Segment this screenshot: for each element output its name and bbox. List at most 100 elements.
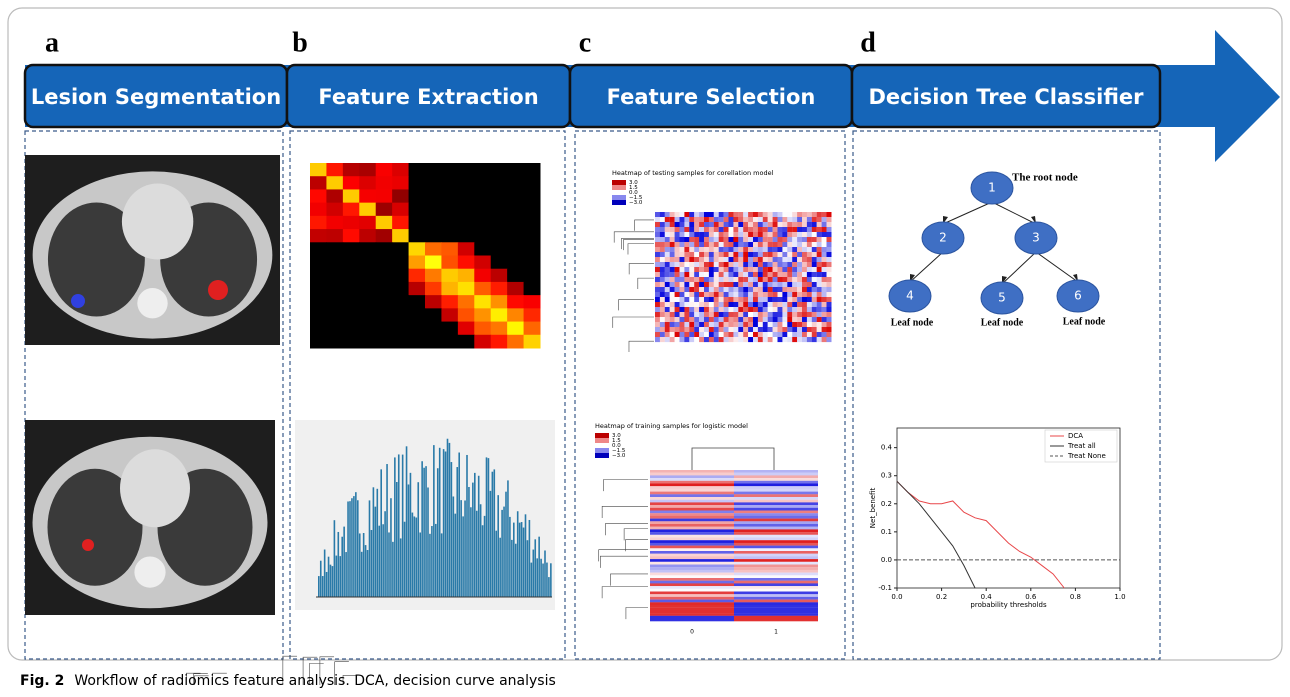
heatmap-image-cell (734, 540, 818, 543)
heatmap-image-cell (376, 229, 393, 243)
heatmap-image-cell (782, 222, 787, 227)
heatmap-image-cell (827, 302, 832, 307)
histogram-image-bar (382, 524, 384, 597)
heatmap-image-cell (655, 297, 660, 302)
heatmap-image-cell (738, 337, 743, 342)
heatmap-image-cell (719, 257, 724, 262)
heatmap-image-cell (733, 227, 738, 232)
heatmap-image-cell (773, 322, 778, 327)
dendrogram-image (604, 480, 648, 492)
heatmap-image-cell (778, 262, 783, 267)
heatmap-image-cell (778, 277, 783, 282)
histogram-image-bar (339, 556, 341, 597)
heatmap-image-cell (680, 262, 685, 267)
panel-letter: c (579, 27, 591, 58)
heatmap-image-cell (822, 217, 827, 222)
heatmap-image-cell (474, 189, 491, 203)
heatmap-image-cell (807, 227, 812, 232)
heatmap-image-cell (680, 222, 685, 227)
heatmap-image-cell (827, 272, 832, 277)
heatmap-image-cell (733, 242, 738, 247)
heatmap-image-cell (326, 163, 343, 177)
heatmap-image-cell (343, 203, 360, 217)
heatmap-image-cell (792, 322, 797, 327)
heatmap-image-cell (670, 237, 675, 242)
heatmap-image-cell (670, 257, 675, 262)
heatmap-image-cell (768, 302, 773, 307)
heatmap-image-cell (310, 256, 327, 270)
heatmap-image-cell (753, 297, 758, 302)
heatmap-image-cell (684, 222, 689, 227)
heatmap-image-cell (763, 317, 768, 322)
heatmap-image-cell (719, 212, 724, 217)
heatmap-image-cell (507, 242, 524, 256)
heatmap-image-cell (507, 203, 524, 217)
heatmap-image-cell (734, 543, 818, 546)
legend-label: Treat all (1067, 442, 1096, 450)
heatmap-image-cell (734, 605, 818, 608)
heatmap-image-cell (524, 308, 541, 322)
heatmap-image-cell (748, 212, 753, 217)
heatmap-image-cell (807, 272, 812, 277)
heatmap-image-cell (670, 277, 675, 282)
heatmap-image-cell (743, 222, 748, 227)
heatmap-image-cell (650, 548, 734, 551)
heatmap-image-cell (507, 216, 524, 230)
heatmap-image-cell (738, 217, 743, 222)
heatmap-image-cell (694, 292, 699, 297)
heatmap-image-cell (694, 297, 699, 302)
heatmap-image-cell (326, 176, 343, 190)
heatmap-image-cell (719, 232, 724, 237)
heatmap-image-cell (680, 292, 685, 297)
heatmap-image-cell (827, 267, 832, 272)
dendrogram-image (626, 608, 648, 620)
heatmap-image-cell (807, 292, 812, 297)
heatmap-image-cell (670, 267, 675, 272)
heatmap-image-cell (734, 475, 818, 478)
heatmap-image-cell (729, 222, 734, 227)
histogram-image-bar (410, 473, 412, 597)
heatmap-image-cell (748, 232, 753, 237)
heatmap-image-cell (660, 222, 665, 227)
heatmap-image-cell (733, 222, 738, 227)
heatmap-image-cell (743, 277, 748, 282)
heatmap-image-cell (743, 212, 748, 217)
caption-text: Workflow of radiomics feature analysis. … (74, 673, 555, 689)
histogram-image-bar (427, 487, 429, 597)
heatmap-image-cell (491, 335, 508, 349)
heatmap-image-cell (660, 257, 665, 262)
histogram-image-bar (488, 458, 490, 597)
heatmap-image-cell (709, 277, 714, 282)
heatmap-image-cell (660, 267, 665, 272)
heatmap-image-cell (458, 229, 475, 243)
tree-edge (943, 202, 992, 224)
heatmap-image-cell (665, 212, 670, 217)
heatmap-image-cell (782, 257, 787, 262)
heatmap-image-cell (670, 247, 675, 252)
x-tick-label: 0.0 (891, 593, 902, 601)
heatmap-image-cell (748, 307, 753, 312)
heatmap-image-cell (507, 322, 524, 336)
heatmap-image-cell (670, 317, 675, 322)
header-title: Feature Selection (607, 85, 816, 109)
heatmap-image-cell (441, 256, 458, 270)
heatmap-image-cell (778, 312, 783, 317)
heatmap-image-cell (326, 229, 343, 243)
heatmap-image-cell (807, 287, 812, 292)
heatmap-image-cell (822, 332, 827, 337)
heatmap-image-cell (734, 567, 818, 570)
heatmap-image-cell (343, 335, 360, 349)
heatmap-image-cell (778, 292, 783, 297)
heatmap-image-cell (704, 232, 709, 237)
heatmap-image-cell (409, 295, 426, 309)
heatmap-image-cell (734, 521, 818, 524)
histogram-image-bar (484, 516, 486, 597)
heatmap-image-cell (359, 242, 376, 256)
heatmap-image-cell (684, 317, 689, 322)
heatmap-image-cell (822, 242, 827, 247)
heatmap-image-cell (729, 277, 734, 282)
lesion (208, 280, 228, 300)
heatmap-image-cell (792, 222, 797, 227)
heatmap-image-cell (524, 295, 541, 309)
heatmap-image-cell (680, 307, 685, 312)
